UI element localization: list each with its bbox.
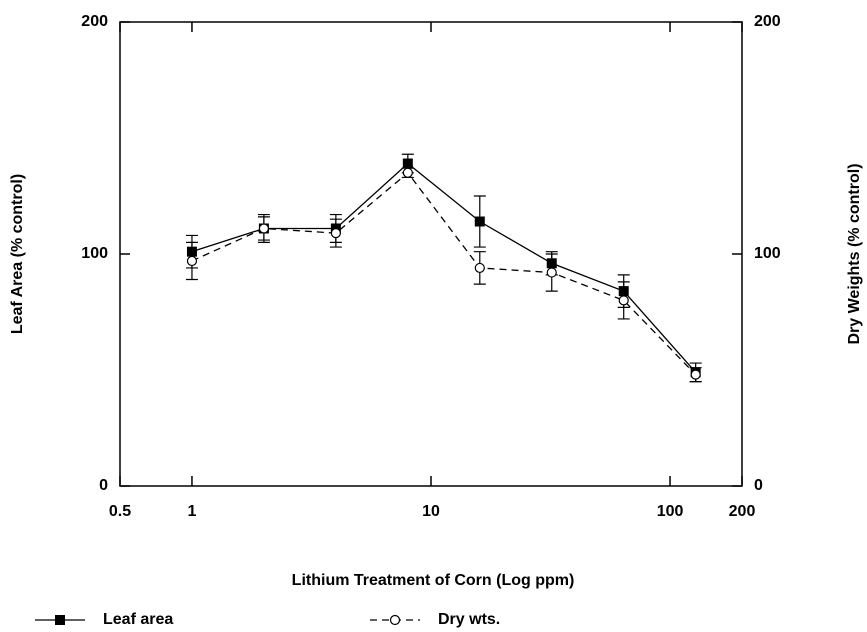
legend-label: Leaf area: [103, 611, 173, 628]
x-tick-label: 0.5: [109, 503, 131, 520]
y2-tick-label: 100: [754, 245, 781, 262]
y-tick-label: 100: [81, 245, 108, 262]
series-line: [191, 171, 697, 376]
y-axis-label: Leaf Area (% control): [9, 174, 26, 334]
x-tick-label: 1: [188, 503, 197, 520]
data-point: [330, 228, 341, 239]
legend-label: Dry wts.: [438, 611, 500, 628]
y-tick-label: 200: [81, 13, 108, 30]
data-point: [258, 223, 270, 234]
x-tick-label: 10: [422, 503, 440, 520]
x-tick-label: 100: [657, 503, 684, 520]
data-point: [186, 255, 198, 267]
data-point: [474, 262, 485, 274]
legend-marker: [55, 615, 65, 625]
y2-axis-label: Dry Weights (% control): [846, 163, 863, 344]
x-tick-label: 200: [729, 503, 756, 520]
y-tick-label: 0: [99, 477, 108, 494]
data-point: [474, 216, 485, 227]
x-axis-label: Lithium Treatment of Corn (Log ppm): [292, 572, 575, 589]
data-point: [618, 295, 629, 306]
series-line: [191, 162, 697, 373]
y2-tick-label: 0: [754, 477, 763, 494]
data-point: [402, 158, 413, 169]
data-point: [690, 369, 701, 380]
y2-tick-label: 200: [754, 13, 781, 30]
data-point: [402, 167, 413, 178]
legend-marker: [389, 614, 401, 626]
data-point: [546, 267, 557, 278]
plot-frame: [119, 21, 743, 487]
